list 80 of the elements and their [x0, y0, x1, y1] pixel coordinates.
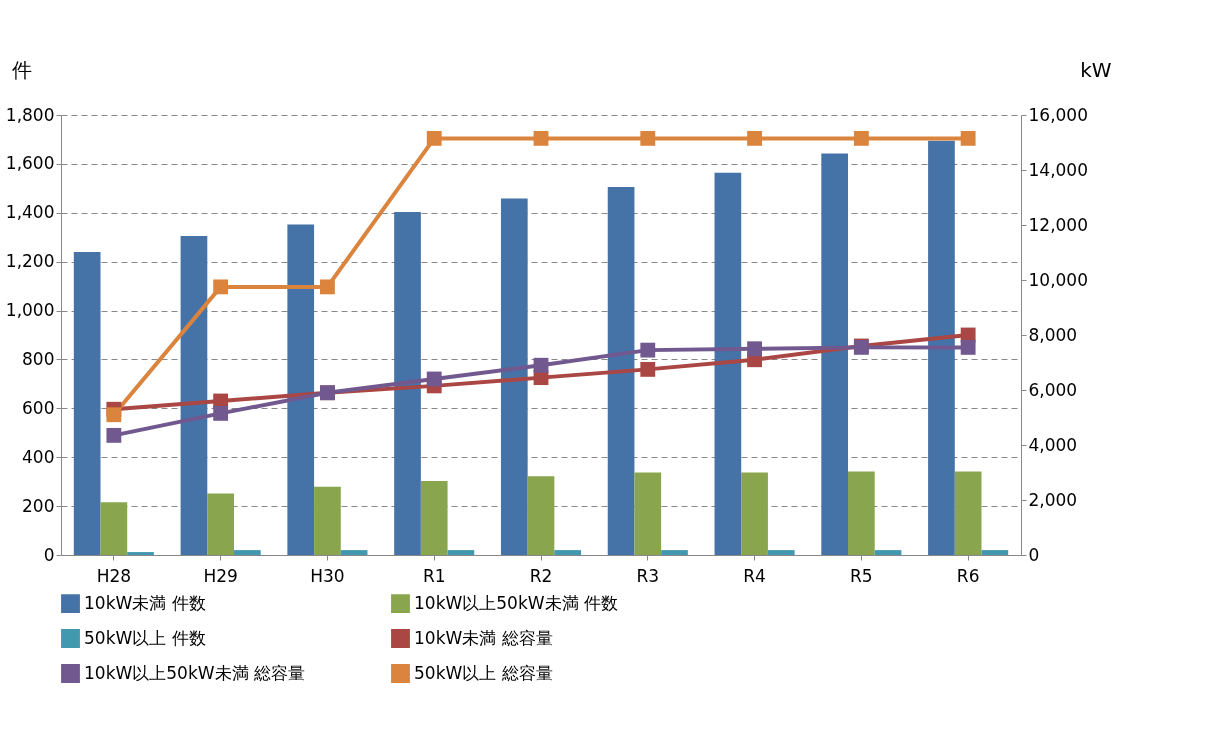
point [426, 371, 442, 387]
point [960, 339, 976, 355]
y-tick-label: 1,400 [5, 202, 55, 223]
point [640, 130, 656, 146]
point [213, 405, 229, 421]
point [640, 361, 656, 377]
point [853, 130, 869, 146]
bar [500, 198, 528, 555]
x-tick-label: H28 [96, 565, 132, 586]
y-tick-label: 200 [22, 495, 55, 516]
y-axis-title: 件 [11, 57, 32, 82]
y-tick-label: 1,200 [5, 251, 55, 272]
y2-tick-label: 12,000 [1028, 214, 1088, 235]
y2-tick-label: 10,000 [1028, 269, 1088, 290]
point [533, 357, 549, 373]
legend-label: 10kW未満 件数 [84, 592, 206, 613]
y2-tick-label: 14,000 [1028, 159, 1088, 180]
point [640, 342, 656, 358]
bar [661, 550, 688, 555]
bar [848, 471, 875, 555]
bar [394, 212, 421, 555]
bar [447, 550, 475, 555]
x-tick-label: H29 [203, 565, 238, 586]
legend-label: 50kW以上 件数 [84, 627, 206, 648]
bar [741, 472, 768, 555]
bar [874, 550, 902, 555]
bar [233, 550, 261, 555]
x-tick-label: H30 [310, 565, 345, 586]
y-tick-label: 800 [22, 348, 55, 369]
y2-tick-label: 4,000 [1028, 434, 1078, 455]
bar [127, 552, 154, 555]
point [213, 279, 229, 295]
point [533, 130, 549, 146]
point [106, 427, 122, 443]
x-tick-label: R2 [529, 565, 553, 586]
y-tick-label: 600 [22, 397, 55, 418]
x-tick-label: R6 [956, 565, 980, 586]
bar [607, 187, 635, 555]
legend-label: 50kW以上 総容量 [414, 662, 553, 683]
y2-tick-label: 8,000 [1028, 324, 1078, 345]
y-tick-label: 0 [43, 544, 55, 565]
y2-axis-title: kW [1080, 57, 1112, 82]
y2-tick-label: 16,000 [1028, 104, 1088, 125]
bar [100, 502, 128, 555]
bar [527, 476, 555, 555]
legend-label: 10kW未満 総容量 [414, 627, 553, 648]
point [747, 130, 762, 146]
y2-tick-label: 0 [1028, 544, 1040, 565]
legend-label: 10kW以上50kW未満 総容量 [84, 662, 305, 683]
bar [180, 236, 208, 555]
bar [420, 480, 448, 555]
bar [767, 550, 795, 555]
y-tick-label: 400 [22, 446, 55, 467]
point [320, 279, 335, 295]
point [747, 341, 762, 357]
y-tick-label: 1,800 [5, 104, 55, 125]
x-tick-label: R3 [636, 565, 660, 586]
bar [821, 153, 849, 555]
bar [207, 493, 234, 555]
bar [340, 550, 368, 555]
y-tick-label: 1,000 [5, 300, 55, 321]
bar [714, 172, 742, 555]
bar [287, 224, 315, 555]
bar [954, 471, 982, 555]
point [426, 130, 442, 146]
bar [634, 472, 662, 555]
legend-label: 10kW以上50kW未満 件数 [414, 592, 618, 613]
point [960, 130, 976, 146]
bar [73, 251, 101, 555]
bar [314, 486, 341, 555]
point [106, 407, 122, 423]
y-tick-label: 1,600 [5, 153, 55, 174]
x-tick-label: R5 [850, 565, 873, 586]
bar [981, 550, 1009, 555]
x-tick-label: R4 [743, 565, 766, 586]
y2-tick-label: 6,000 [1028, 379, 1078, 400]
x-tick-label: R1 [422, 565, 446, 586]
bar [554, 550, 582, 555]
y2-tick-label: 2,000 [1028, 489, 1078, 510]
bar [928, 140, 955, 555]
